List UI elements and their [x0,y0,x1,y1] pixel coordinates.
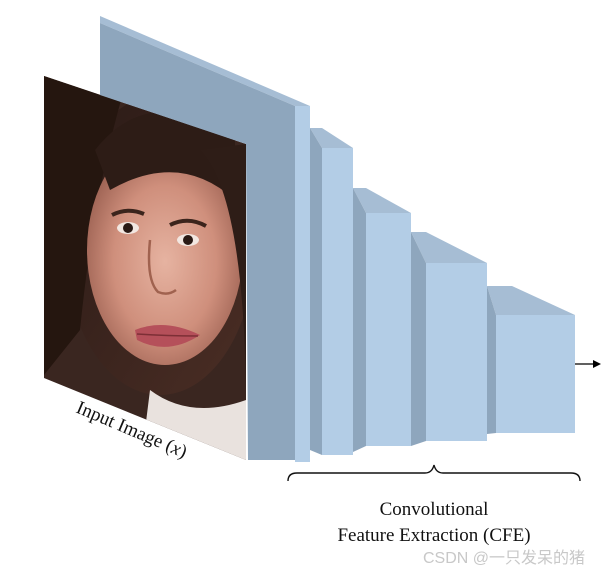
feature-layer-5 [487,286,575,434]
section-brace [287,464,581,482]
section-label-line1: Convolutional [380,499,489,520]
section-label-line2: Feature Extraction (CFE) [337,525,530,546]
feature-layer-1 [100,16,310,462]
watermark: CSDN @一只发呆的猪 [423,549,585,567]
feature-layer-2 [310,128,353,455]
output-arrow [575,360,601,368]
feature-layer-3 [353,188,411,452]
feature-layer-4 [411,232,487,446]
